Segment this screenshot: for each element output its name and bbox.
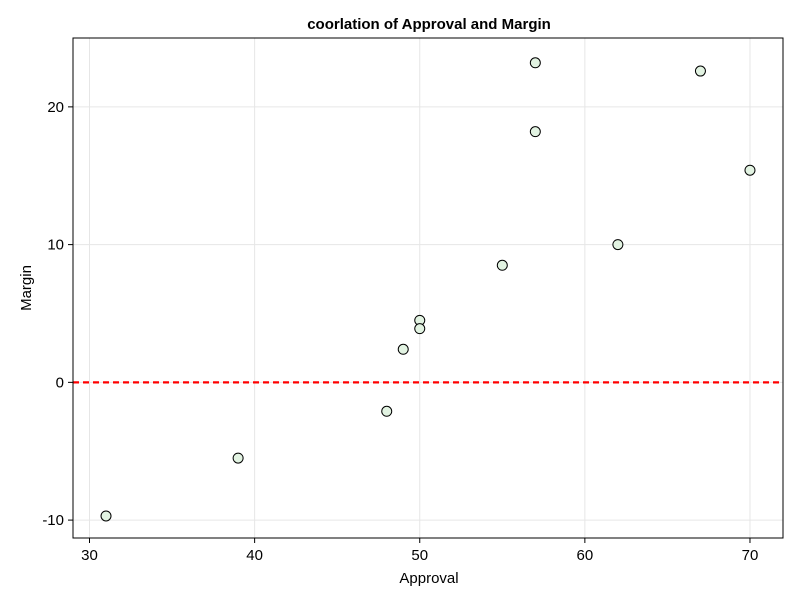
scatter-point xyxy=(529,126,541,138)
x-tick-label: 50 xyxy=(411,547,428,564)
scatter-point xyxy=(496,259,508,271)
scatter-point xyxy=(612,239,624,251)
scatter-point xyxy=(414,323,426,335)
y-axis: -10 0 10 20 xyxy=(42,99,73,529)
x-tick-label: 30 xyxy=(81,547,98,564)
scatter-point xyxy=(232,452,244,464)
x-axis-label: Approval xyxy=(399,570,458,587)
x-axis: 30 40 50 60 70 xyxy=(81,538,758,564)
scatter-point xyxy=(694,65,706,77)
scatter-point xyxy=(529,57,541,69)
scatter-point xyxy=(744,164,756,176)
chart-title: coorlation of Approval and Margin xyxy=(307,16,551,33)
y-tick-label: 0 xyxy=(56,374,64,391)
grid xyxy=(73,38,783,538)
y-tick-label: -10 xyxy=(42,512,64,529)
x-tick-label: 40 xyxy=(246,547,263,564)
scatter-point xyxy=(397,343,409,355)
plot-frame xyxy=(72,37,784,539)
scatter-point xyxy=(381,405,393,417)
y-axis-label: Margin xyxy=(18,265,35,311)
y-tick-label: 20 xyxy=(47,99,64,116)
x-tick-label: 60 xyxy=(577,547,594,564)
y-tick-label: 10 xyxy=(47,237,64,254)
scatter-point xyxy=(100,510,112,522)
points-layer xyxy=(100,57,756,522)
x-tick-label: 70 xyxy=(742,547,759,564)
